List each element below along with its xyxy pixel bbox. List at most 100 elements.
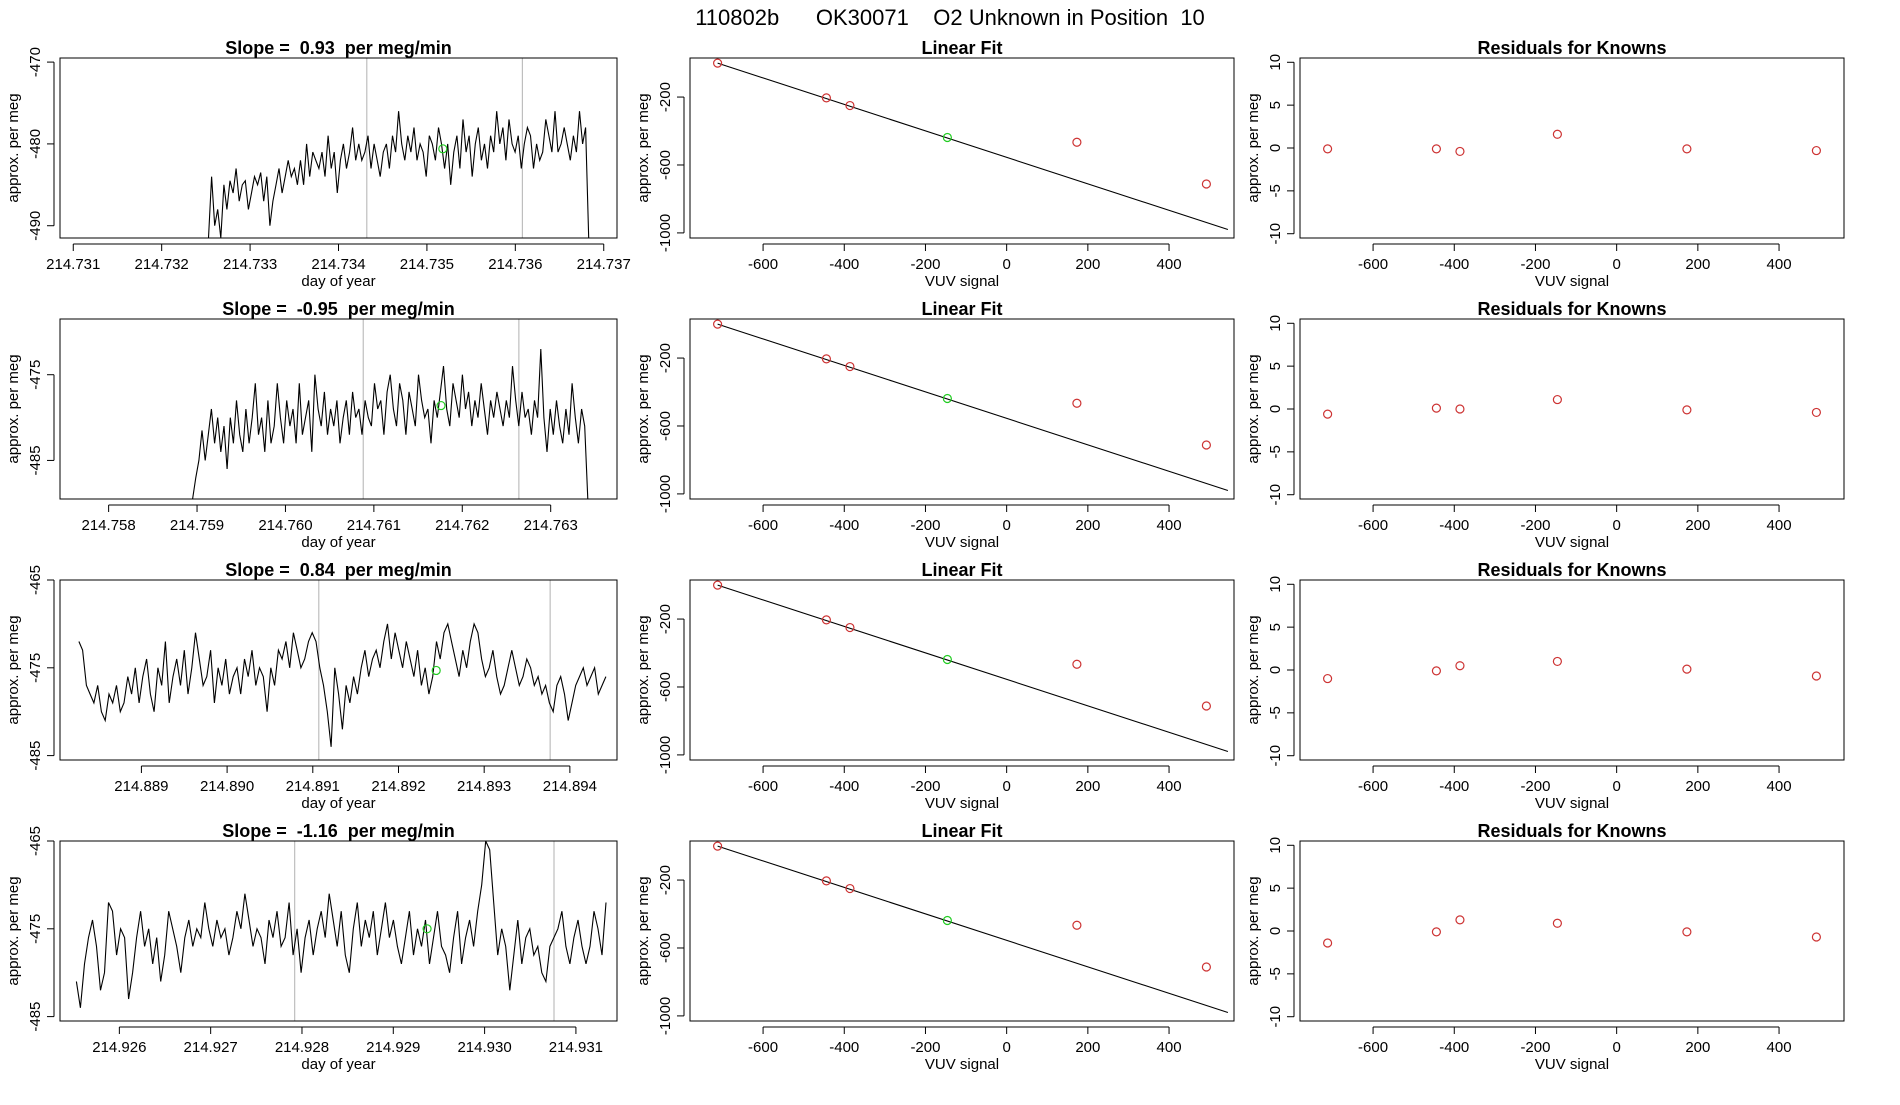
x-tick-label: 0: [1002, 778, 1010, 795]
x-tick-label: -200: [910, 1039, 940, 1056]
y-tick-label: -200: [657, 343, 674, 373]
known-point: [713, 319, 723, 329]
known-point: [1201, 701, 1211, 711]
panel-1-2: -600 -400 -200 0 200 400 -200 -600 -1000 Linear F…: [635, 38, 1235, 290]
residual-point: [1323, 144, 1333, 154]
panel-1-1: 214.731 214.732 214.733 214.734 214.735 214.7…: [5, 38, 631, 290]
residual-point: [1811, 671, 1821, 681]
unknown-point: [942, 132, 952, 143]
y-axis-label: approx. per meg: [5, 354, 22, 463]
x-tick-label: 214.889: [114, 778, 168, 795]
plot-frame: [689, 57, 1235, 239]
residual-point: [1323, 409, 1333, 419]
known-point: [821, 93, 832, 103]
y-tick-label: -200: [657, 82, 674, 112]
x-axis-label: VUV signal: [1535, 795, 1609, 812]
x-axis-label: day of year: [301, 795, 375, 812]
panel-title: Linear Fit: [921, 299, 1002, 319]
plot-frame: [1299, 579, 1845, 761]
x-tick-label: 214.931: [549, 1039, 603, 1056]
residual-point: [1682, 144, 1692, 154]
x-axis-label: day of year: [301, 534, 375, 551]
x-tick-label: -200: [1520, 778, 1550, 795]
y-tick-label: -485: [27, 741, 44, 771]
panel-title: Slope = 0.84 per meg/min: [225, 560, 452, 580]
x-tick-label: 0: [1612, 1039, 1620, 1056]
known-point: [713, 580, 723, 590]
residual-point: [1682, 405, 1692, 415]
residual-point: [1552, 656, 1562, 667]
x-tick-label: 200: [1685, 1039, 1710, 1056]
y-axis-label: approx. per meg: [635, 354, 652, 463]
panel-3-3: -600 -400 -200 0 200 400 10 5 0 -5 -10 Residuals fo…: [1245, 560, 1845, 812]
x-axis-label: VUV signal: [1535, 273, 1609, 290]
x-tick-label: 214.761: [347, 517, 401, 534]
plot-frame: [1299, 57, 1845, 239]
x-axis-label: VUV signal: [925, 534, 999, 551]
y-tick-label: -465: [27, 826, 44, 856]
y-tick-label: -10: [1267, 223, 1284, 245]
known-point: [1072, 920, 1082, 930]
residual-point: [1455, 661, 1465, 671]
panel-3-1: 214.889 214.890 214.891 214.892 214.893 214.8…: [5, 560, 618, 812]
y-tick-label: -465: [27, 565, 44, 595]
x-tick-label: 200: [1685, 256, 1710, 273]
panel-4-1: 214.926 214.927 214.928 214.929 214.930 214.9…: [5, 821, 618, 1073]
y-tick-label: -10: [1267, 745, 1284, 767]
unknown-point: [431, 665, 441, 676]
x-tick-label: 214.929: [366, 1039, 420, 1056]
x-tick-label: 400: [1767, 1039, 1792, 1056]
residual-point: [1323, 938, 1333, 948]
y-axis-label: approx. per meg: [1245, 876, 1262, 985]
linear-fit-line: [717, 62, 1229, 231]
y-axis-label: approx. per meg: [5, 876, 22, 985]
unknown-point: [942, 393, 952, 404]
x-tick-label: -200: [910, 256, 940, 273]
residual-point: [1682, 664, 1692, 674]
y-tick-label: -5: [1267, 445, 1284, 458]
unknown-point: [942, 654, 952, 665]
known-point: [713, 58, 723, 68]
y-tick-label: -5: [1267, 967, 1284, 980]
y-tick-label: -200: [657, 865, 674, 895]
known-point: [1201, 440, 1211, 450]
y-tick-label: 10: [1267, 837, 1284, 854]
known-point: [1072, 137, 1082, 147]
unknown-point: [422, 924, 432, 934]
x-tick-label: -200: [1520, 1039, 1550, 1056]
data-trace-line: [207, 111, 590, 238]
known-point: [821, 354, 832, 364]
x-tick-label: 0: [1612, 517, 1620, 534]
known-point: [1201, 179, 1211, 189]
panel-2-3: -600 -400 -200 0 200 400 10 5 0 -5 -10 Residuals fo…: [1245, 299, 1845, 551]
residual-point: [1431, 144, 1442, 154]
y-axis-label: approx. per meg: [1245, 354, 1262, 463]
x-tick-label: 0: [1002, 256, 1010, 273]
y-tick-label: -485: [27, 1002, 44, 1032]
x-tick-label: 200: [1685, 778, 1710, 795]
y-tick-label: 10: [1267, 576, 1284, 593]
x-axis-label: VUV signal: [925, 273, 999, 290]
x-tick-label: 214.892: [371, 778, 425, 795]
x-tick-label: -400: [829, 1039, 859, 1056]
plot-frame: [689, 579, 1235, 761]
y-tick-label: -600: [657, 933, 674, 963]
unknown-point: [436, 400, 446, 411]
y-tick-label: -1000: [657, 997, 674, 1035]
y-tick-label: 5: [1267, 101, 1284, 109]
x-tick-label: -600: [748, 1039, 778, 1056]
x-tick-label: -600: [1358, 778, 1388, 795]
known-point: [821, 876, 832, 886]
plot-frame: [1299, 318, 1845, 500]
figure-title: 110802b OK30071 O2 Unknown in Position 1…: [695, 5, 1205, 30]
data-trace-line: [75, 841, 607, 1008]
x-tick-label: -600: [748, 256, 778, 273]
x-tick-label: 200: [1075, 517, 1100, 534]
x-tick-label: 214.930: [457, 1039, 511, 1056]
x-tick-label: -400: [829, 517, 859, 534]
residual-point: [1431, 927, 1442, 937]
x-tick-label: 400: [1767, 517, 1792, 534]
y-tick-label: -475: [27, 914, 44, 944]
known-point: [1072, 398, 1082, 408]
